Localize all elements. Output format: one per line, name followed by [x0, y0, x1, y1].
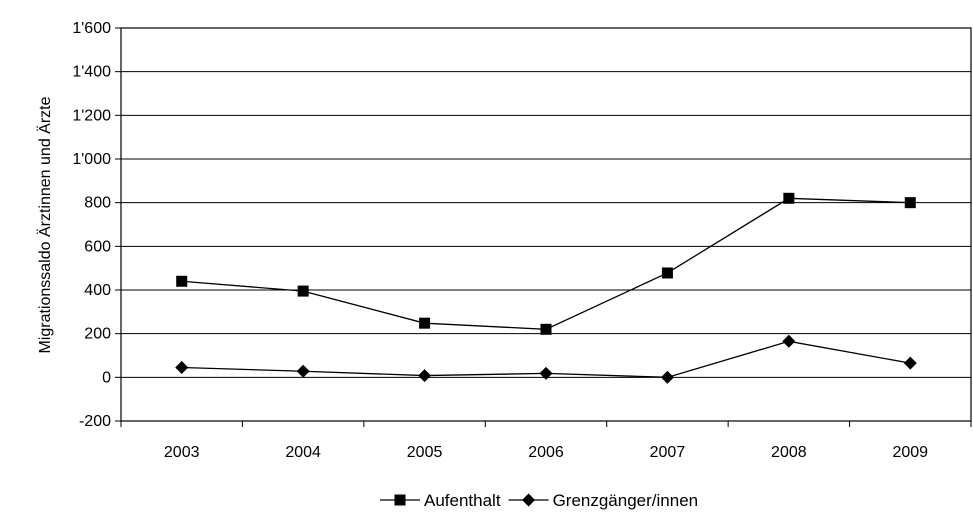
legend-marker	[394, 494, 406, 506]
data-point	[661, 267, 673, 279]
x-tick-label: 2005	[407, 444, 443, 461]
data-point	[297, 285, 309, 297]
x-tick-label: 2008	[771, 444, 807, 461]
data-point	[418, 369, 432, 383]
x-axis-ticks: 2003 2004 2005 2006 2007 2008 2009	[120, 421, 972, 461]
data-point	[176, 275, 188, 287]
data-point	[419, 317, 431, 329]
legend-marker	[522, 493, 536, 507]
legend-label: Grenzgänger/innen	[553, 491, 699, 510]
data-point	[783, 192, 795, 204]
y-tick-label: 400	[84, 282, 111, 299]
y-tick-label: 1'400	[72, 64, 111, 81]
data-point	[296, 364, 310, 378]
plot-area	[120, 27, 972, 422]
data-point	[904, 197, 916, 209]
x-tick-label: 2003	[164, 444, 200, 461]
data-point	[175, 361, 189, 375]
y-tick-label: 800	[84, 195, 111, 212]
series-group	[175, 192, 917, 384]
y-axis-ticks: -200 0 200 400 600 800 1'000 1'200 1'400 1'600	[72, 20, 121, 430]
y-tick-label: 1'600	[72, 20, 111, 37]
y-axis-label: Migrationssaldo Ärztinnen und Ärzte	[36, 96, 54, 353]
data-point	[782, 334, 796, 348]
y-tick-label: 600	[84, 238, 111, 255]
legend: Aufenthalt Grenzgänger/innen	[380, 491, 698, 510]
y-tick-label: 200	[84, 326, 111, 343]
x-tick-label: 2009	[892, 444, 928, 461]
data-point	[540, 323, 552, 335]
legend-item-2: Grenzgänger/innen	[508, 491, 699, 510]
y-tick-label: 1'200	[72, 107, 111, 124]
series-line	[181, 197, 911, 330]
data-point	[660, 370, 674, 384]
y-tick-label: 0	[102, 369, 111, 386]
y-tick-label: 1'000	[72, 151, 111, 168]
data-point	[539, 366, 553, 380]
data-point	[903, 356, 917, 370]
legend-label: Aufenthalt	[424, 491, 501, 510]
series-2	[175, 334, 917, 384]
y-tick-label: -200	[79, 413, 111, 430]
series-1	[176, 192, 916, 335]
gridlines	[121, 27, 971, 422]
x-tick-label: 2006	[528, 444, 564, 461]
legend-item-1: Aufenthalt	[380, 491, 501, 510]
x-tick-label: 2007	[650, 444, 686, 461]
x-tick-label: 2004	[285, 444, 321, 461]
